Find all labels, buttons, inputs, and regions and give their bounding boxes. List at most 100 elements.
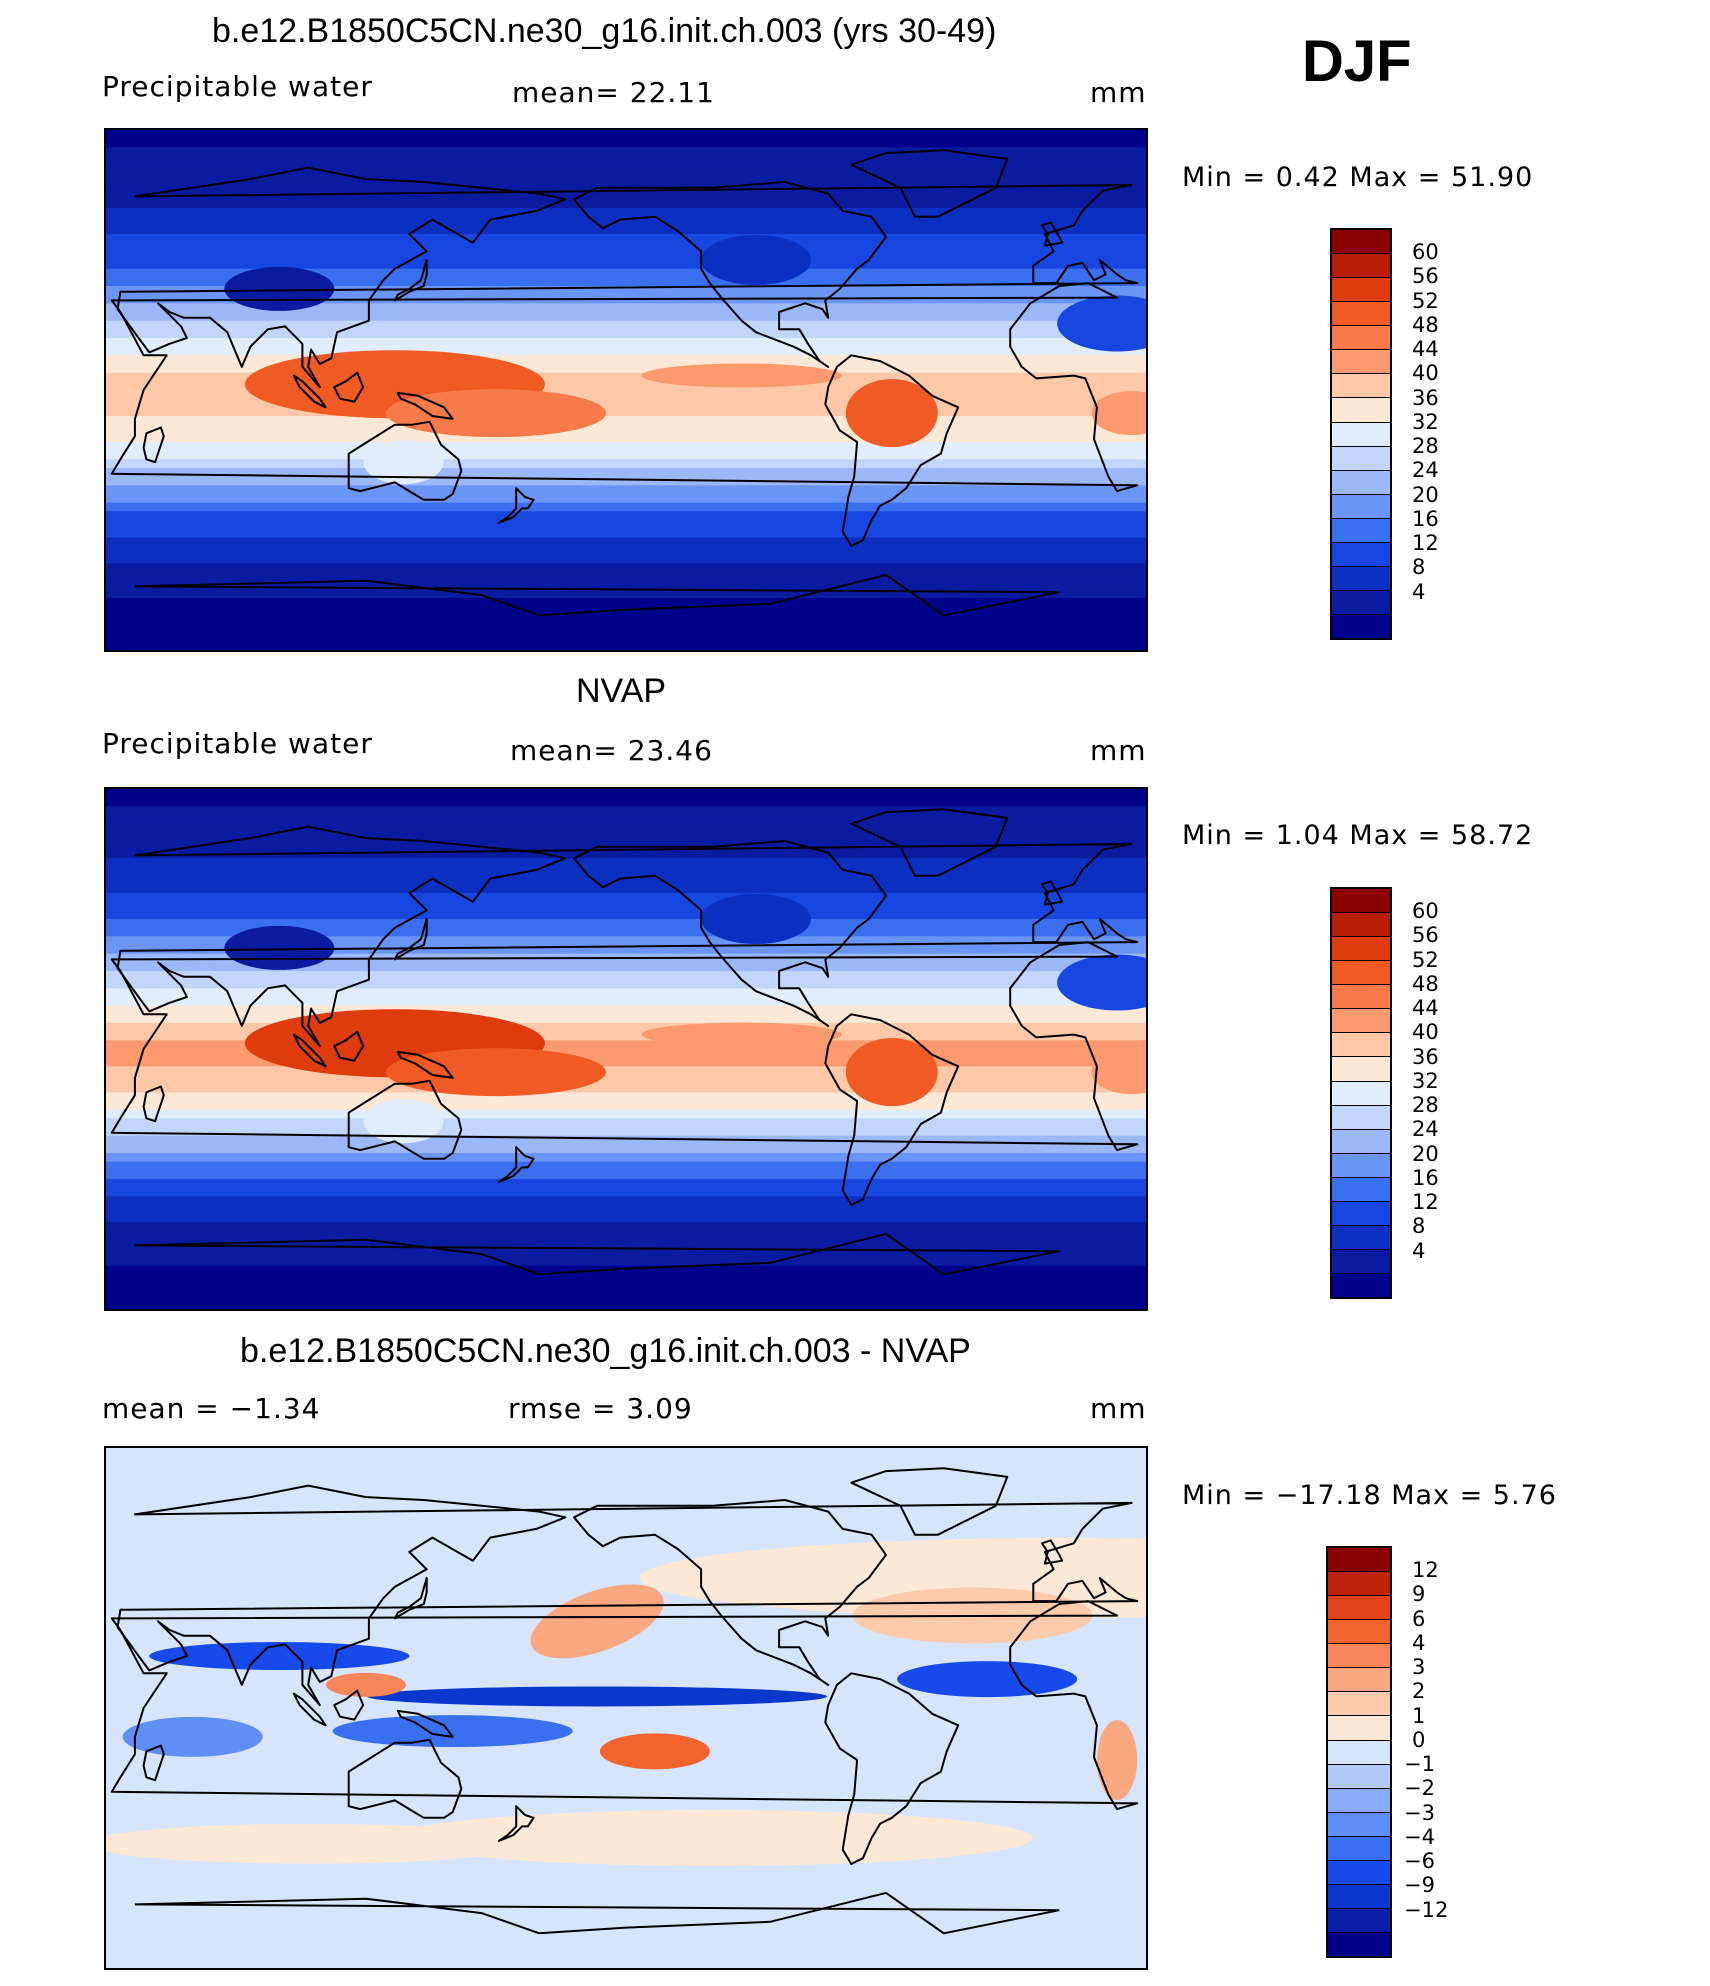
coastline-australia <box>347 1738 463 1819</box>
colorbar-swatch <box>1332 1249 1390 1274</box>
field-band <box>106 1274 1146 1284</box>
colorbar-swatch <box>1332 398 1390 423</box>
field-band <box>106 867 1146 877</box>
colorbar-swatch <box>1332 446 1390 471</box>
coastline-sumatra <box>292 1033 327 1068</box>
min-max-label: Min = −17.18 Max = 5.76 <box>1182 1480 1557 1511</box>
moisture-itcz-epac <box>641 1022 842 1047</box>
colorbar-swatch <box>1328 1596 1390 1621</box>
colorbar-swatch <box>1332 350 1390 375</box>
field-band <box>106 979 1146 989</box>
field-band <box>106 130 1146 140</box>
coastline-uk <box>1041 1539 1064 1565</box>
field-band <box>106 927 1146 937</box>
field-band <box>106 312 1146 322</box>
coastline-japan <box>393 259 428 302</box>
field-band <box>106 537 1146 547</box>
colorbar-swatch <box>1332 230 1390 255</box>
diff-pacific-positive <box>530 1584 664 1659</box>
colorbar-swatch <box>1328 1812 1390 1837</box>
panel-title: NVAP <box>576 672 667 710</box>
field-band <box>106 1049 1146 1059</box>
colorbar-swatch <box>1332 590 1390 615</box>
field-band <box>106 919 1146 929</box>
coastline-sumatra <box>292 374 327 409</box>
min-max-label: Min = 0.42 Max = 51.90 <box>1182 162 1534 193</box>
colorbar-tick-label: 0 <box>1412 1727 1426 1752</box>
coastline-sumatra <box>292 1692 327 1727</box>
field-band <box>106 1014 1146 1024</box>
colorbar-swatch <box>1332 1057 1390 1082</box>
coastline-nz <box>497 1146 535 1183</box>
colorbar-tick-label: 44 <box>1412 337 1439 362</box>
moisture-congo <box>1091 391 1146 436</box>
colorbar-tick-label: 6 <box>1412 1606 1426 1631</box>
diff-sepac-positive <box>599 1733 710 1770</box>
colorbar-tick-label: 24 <box>1412 1117 1439 1142</box>
coastline-southAmerica <box>824 1672 960 1865</box>
colorbar-swatch <box>1328 1788 1390 1813</box>
coastline-northAmerica <box>573 1499 887 1686</box>
field-band <box>106 355 1146 365</box>
colorbar-swatch <box>1328 1644 1390 1669</box>
field-band <box>106 789 1146 799</box>
colorbar-tick-label: 16 <box>1412 1165 1439 1190</box>
field-band <box>106 624 1146 634</box>
colorbar-swatch <box>1332 566 1390 591</box>
field-band <box>106 823 1146 833</box>
field-band <box>106 216 1146 226</box>
colorbar-tick-label: 44 <box>1412 996 1439 1021</box>
colorbar-swatch <box>1332 913 1390 938</box>
coastline-antarctica <box>134 1232 1060 1276</box>
field-band <box>106 1170 1146 1180</box>
field-band <box>106 468 1146 478</box>
field-band <box>106 598 1146 608</box>
field-band <box>106 433 1146 443</box>
colorbar-swatch <box>1328 1692 1390 1717</box>
coastline-antarctica <box>134 1891 1060 1935</box>
colorbar-swatch <box>1328 1548 1390 1573</box>
colorbar-swatch <box>1332 518 1390 543</box>
field-band <box>106 320 1146 330</box>
colorbar-swatch <box>1328 1836 1390 1861</box>
colorbar-tick-label: 12 <box>1412 1558 1439 1583</box>
colorbar-swatch <box>1328 1716 1390 1741</box>
colorbar-swatch <box>1328 1933 1390 1957</box>
dry-tibet <box>224 266 335 311</box>
field-band <box>106 615 1146 625</box>
coastline-eurasia <box>116 825 1139 1048</box>
field-band <box>106 797 1146 807</box>
field-band <box>106 936 1146 946</box>
field-band <box>106 242 1146 252</box>
field-band <box>106 1040 1146 1050</box>
coastline-newguinea <box>396 1709 454 1738</box>
field-band <box>106 208 1146 218</box>
colorbar-swatch <box>1332 1081 1390 1106</box>
coastline-africa <box>110 282 1139 493</box>
colorbar-tick-label: 8 <box>1412 555 1426 580</box>
field-band <box>106 138 1146 148</box>
coastline-antarctica <box>134 573 1060 617</box>
field-band <box>106 901 1146 911</box>
field-band <box>106 910 1146 920</box>
colorbar-swatch <box>1328 1884 1390 1909</box>
units-label: mm <box>1090 1392 1147 1425</box>
coastline-southAmerica <box>824 354 960 547</box>
mean-label: mean= 22.11 <box>512 76 715 109</box>
diff-io-negative <box>122 1716 263 1757</box>
colorbar-swatch <box>1332 889 1390 914</box>
field-band <box>106 806 1146 816</box>
coastline-madagascar <box>142 1744 165 1782</box>
colorbar-tick-label: −2 <box>1404 1776 1435 1801</box>
field-band <box>106 1118 1146 1128</box>
coastline-nz <box>497 487 535 524</box>
coastline-japan <box>393 918 428 961</box>
field-band <box>106 1005 1146 1015</box>
field-band <box>106 580 1146 590</box>
colorbar-tick-label: 56 <box>1412 264 1439 289</box>
australia-field <box>363 1099 444 1144</box>
rmse-label: rmse = 3.09 <box>508 1392 693 1425</box>
global-map <box>104 787 1148 1311</box>
colorbar <box>1330 228 1392 640</box>
colorbar-tick-label: 16 <box>1412 506 1439 531</box>
